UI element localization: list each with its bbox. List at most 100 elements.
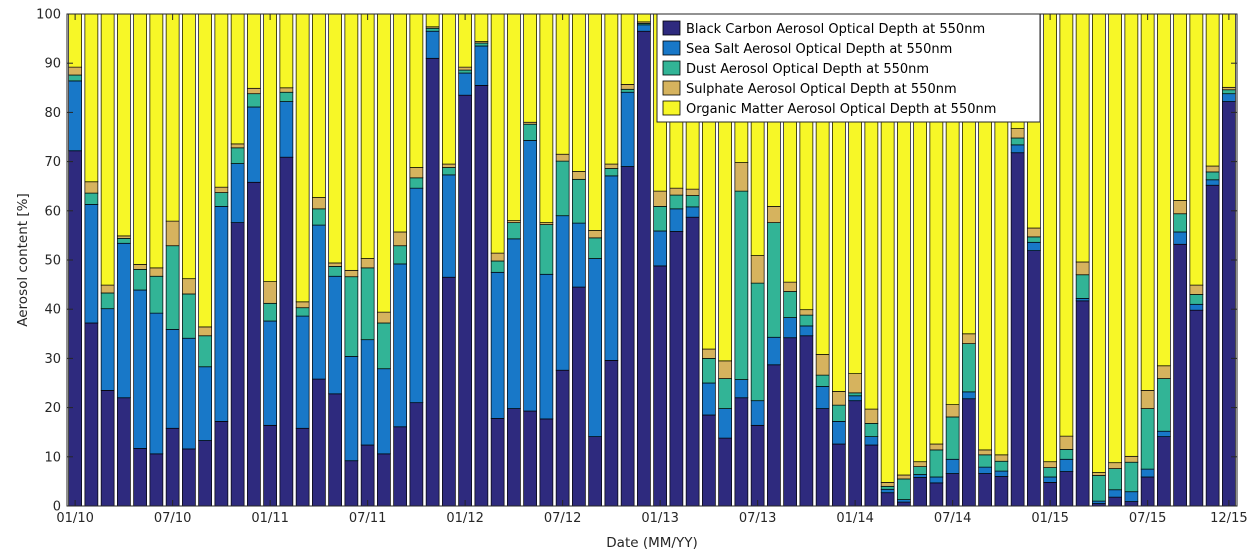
bar-segment [669, 208, 684, 232]
bar-segment [393, 245, 407, 265]
bar-segment [1157, 13, 1171, 367]
bar-segment [295, 13, 310, 303]
legend-label: Organic Matter Aerosol Optical Depth at … [686, 102, 996, 117]
bar-segment [1092, 475, 1106, 502]
x-tick-label: 01/14 [836, 511, 873, 526]
bar-segment [182, 337, 196, 450]
bar-segment [929, 449, 944, 478]
bar-segment [929, 443, 944, 451]
bar-segment [832, 391, 846, 406]
bar-segment [1222, 101, 1236, 507]
bar-segment [84, 204, 99, 324]
x-tick-label: 01/13 [641, 511, 678, 526]
bar-segment [523, 13, 537, 123]
bar-segment [1157, 436, 1171, 507]
bar-segment [1140, 13, 1155, 391]
bar-segment [897, 501, 911, 507]
bar-segment [263, 302, 277, 322]
bar-segment [100, 284, 115, 294]
bar-segment [1124, 455, 1139, 463]
bar-segment [815, 374, 830, 387]
bar-segment [230, 13, 245, 145]
x-axis-label: Date (MM/YY) [606, 535, 697, 551]
bar-segment [198, 366, 212, 441]
bar-segment [68, 13, 82, 68]
bar-segment [702, 358, 716, 384]
bar-segment [1027, 241, 1041, 251]
bar-segment [133, 13, 147, 265]
bar-segment [702, 348, 716, 359]
bar-segment [84, 181, 99, 194]
bar-segment [507, 238, 521, 409]
y-tick-label: 70 [44, 155, 61, 170]
bar-segment [750, 424, 765, 507]
bar-segment [1059, 458, 1074, 472]
bar-segment [604, 360, 619, 507]
bar-segment [783, 337, 797, 507]
bar-segment [1075, 13, 1090, 263]
legend-swatch [662, 60, 681, 76]
bar-segment [539, 224, 554, 275]
bar-segment [442, 163, 456, 168]
bar-segment [1140, 408, 1155, 470]
bar-segment [182, 448, 196, 507]
x-tick-label: 07/11 [349, 511, 386, 526]
legend-swatch [662, 100, 681, 116]
bar-segment [848, 395, 862, 402]
bar-segment [539, 13, 554, 223]
bar-segment [182, 293, 196, 339]
bar-segment [1189, 284, 1204, 295]
bar-segment [312, 13, 326, 198]
bar-segment [994, 470, 1009, 477]
bar-segment [1043, 467, 1057, 478]
bar-segment [84, 192, 99, 205]
bar-segment [1124, 501, 1139, 507]
bar-segment [864, 408, 879, 424]
bar-segment [328, 266, 342, 277]
bar-segment [165, 329, 180, 429]
bar-segment [962, 343, 976, 393]
bar-segment [474, 42, 489, 47]
bar-segment [1205, 171, 1220, 181]
bar-segment [669, 231, 684, 507]
bar-segment [133, 289, 147, 449]
bar-segment [1075, 274, 1090, 299]
bar-segment [718, 360, 732, 379]
bar-segment [360, 267, 375, 341]
bar-segment [117, 13, 131, 237]
bar-segment [214, 192, 229, 207]
bar-segment [799, 335, 814, 507]
bar-segment [230, 163, 245, 223]
y-tick-label: 20 [44, 401, 61, 416]
bar-segment [1043, 476, 1057, 483]
bar-segment [295, 315, 310, 429]
bar-segment [279, 91, 294, 102]
bar-segment [555, 215, 570, 371]
bar-segment [994, 476, 1009, 507]
bar-segment [214, 186, 229, 193]
y-tick-label: 0 [53, 500, 61, 515]
bar-segment [669, 194, 684, 210]
bar-segment [962, 398, 976, 507]
bar-segment [897, 474, 911, 480]
bar-segment [279, 13, 294, 89]
y-tick-label: 30 [44, 352, 61, 367]
y-tick-label: 90 [44, 57, 61, 72]
bar-segment [750, 255, 765, 284]
bar-segment [490, 260, 505, 273]
bar-segment [1173, 243, 1187, 507]
bar-segment [100, 390, 115, 507]
bar-segment [263, 320, 277, 426]
bar-segment [360, 13, 375, 259]
bar-segment [1189, 309, 1204, 507]
bar-segment [962, 333, 976, 344]
bar-segment [750, 400, 765, 426]
y-tick-label: 100 [36, 8, 61, 23]
bar-segment [604, 163, 619, 169]
bar-segment [279, 101, 294, 158]
bar-segment [913, 474, 927, 478]
bar-segment [1010, 152, 1025, 507]
bar-segment [555, 153, 570, 162]
bar-segment [149, 275, 164, 314]
bar-segment [312, 224, 326, 380]
